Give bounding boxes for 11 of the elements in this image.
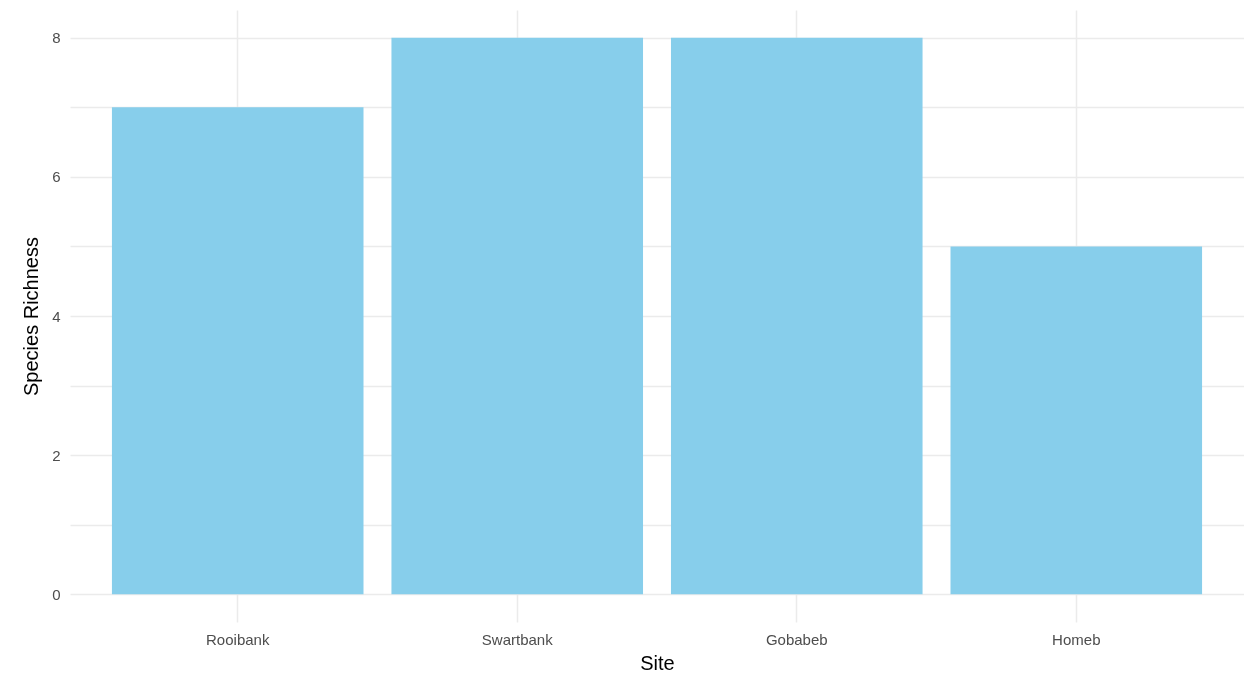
x-tick-label: Swartbank — [481, 630, 554, 648]
y-axis-title: Species Richness — [20, 237, 43, 396]
y-tick-label: 0 — [52, 585, 61, 603]
y-tick-label: 8 — [52, 29, 61, 47]
y-tick-label: 6 — [52, 168, 61, 186]
x-tick-label: Rooibank — [206, 630, 270, 648]
x-tick-label: Gobabeb — [765, 630, 828, 648]
x-tick-label: Homeb — [1052, 630, 1101, 648]
x-axis-title: Site — [640, 651, 675, 674]
y-tick-label: 2 — [52, 446, 61, 464]
y-tick-label: 4 — [52, 307, 61, 325]
